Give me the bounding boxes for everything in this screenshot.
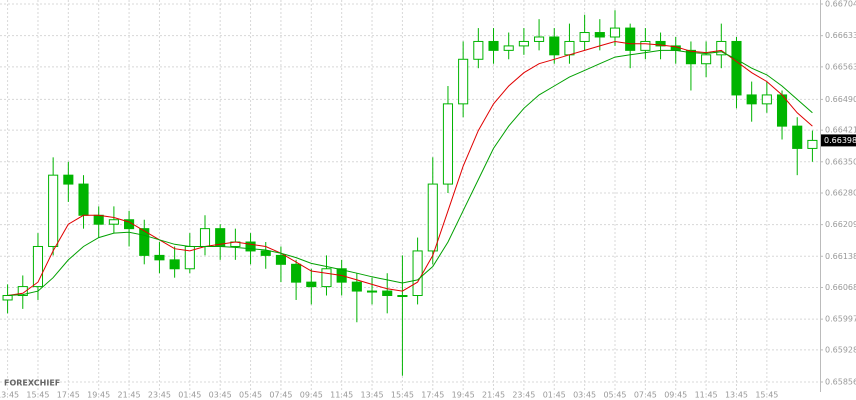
last-price-box: [821, 134, 856, 147]
x-tick-label: 09:45: [300, 391, 323, 400]
candle-body: [199, 228, 211, 247]
x-tick-label: 11:45: [695, 391, 718, 400]
y-tick-label: 0.66350: [825, 157, 856, 166]
x-tick-label: 13:45: [361, 391, 384, 400]
candle-body: [776, 94, 788, 127]
x-tick-label: 11:45: [330, 391, 353, 400]
candle-body: [503, 45, 514, 51]
candle-body: [640, 40, 651, 51]
x-tick-label: 13:45: [725, 391, 748, 400]
x-tick-label: 01:45: [543, 391, 566, 400]
candle-body: [382, 290, 393, 297]
moving-average-line: [7, 40, 813, 296]
moving-average-line: [7, 49, 813, 296]
candle-body: [716, 40, 727, 56]
x-tick-label: 03:45: [573, 391, 596, 400]
candle-body: [366, 290, 378, 293]
y-tick-label: 0.66280: [825, 188, 856, 197]
candle-body: [291, 263, 302, 283]
candle-body: [594, 32, 605, 38]
y-tick-label: 0.66421: [825, 126, 856, 135]
candle-body: [579, 32, 590, 42]
candle-body: [458, 58, 469, 105]
x-tick-label: 15:45: [26, 391, 49, 400]
watermark: FOREXCHIEF: [4, 379, 60, 388]
candle-body: [792, 125, 803, 149]
x-tick-label: 01:45: [178, 391, 201, 400]
candle-body: [154, 254, 165, 261]
y-tick-label: 0.66704: [825, 0, 856, 9]
candle-body: [701, 54, 712, 65]
candle-body: [534, 36, 545, 42]
x-tick-label: 09:45: [664, 391, 687, 400]
candle-body: [139, 228, 150, 256]
candle-body: [245, 241, 256, 252]
candle-body: [473, 40, 484, 60]
candle-body: [63, 174, 74, 185]
x-tick-label: 05:45: [239, 391, 262, 400]
x-tick-label: 23:45: [148, 391, 171, 400]
candle-body: [685, 49, 696, 65]
x-tick-label: 05:45: [603, 391, 626, 400]
candle-body: [93, 214, 104, 225]
grid: [0, 0, 820, 390]
candle-body: [306, 281, 317, 288]
candle-body: [442, 103, 454, 185]
y-tick-label: 0.65997: [825, 315, 856, 324]
candle-body: [731, 40, 742, 96]
y-tick-label: 0.66209: [825, 220, 856, 229]
y-tick-label: 0.66563: [825, 62, 856, 71]
candle-body: [807, 139, 818, 149]
candle-body: [746, 94, 757, 105]
candle-body: [655, 40, 666, 47]
candle-body: [625, 27, 636, 51]
x-tick-label: 13:45: [0, 391, 19, 400]
candle-body: [488, 40, 499, 51]
candle-body: [275, 254, 286, 265]
candle-body: [761, 94, 772, 105]
candle-body: [108, 219, 119, 225]
candle-body: [564, 40, 575, 56]
candle-body: [48, 174, 59, 247]
x-tick-label: 15:45: [755, 391, 778, 400]
y-tick-label: 0.66138: [825, 252, 856, 261]
candle-body: [169, 259, 180, 270]
y-tick-label: 0.66490: [825, 95, 856, 104]
candle-body: [397, 295, 408, 298]
y-tick-label: 0.66633: [825, 31, 856, 40]
x-tick-label: 07:45: [269, 391, 292, 400]
candle-body: [351, 281, 362, 292]
x-tick-label: 19:45: [87, 391, 110, 400]
candle-body: [518, 40, 529, 47]
x-tick-label: 03:45: [209, 391, 232, 400]
candle-body: [17, 286, 28, 297]
candle-body: [2, 295, 13, 301]
x-tick-label: 17:45: [57, 391, 80, 400]
y-tick-label: 0.65928: [825, 345, 856, 354]
candle-body: [609, 27, 621, 38]
y-tick-label: 0.66068: [825, 283, 856, 292]
candle-body: [549, 36, 560, 56]
candle-body: [32, 245, 44, 288]
x-tick-label: 07:45: [634, 391, 657, 400]
x-tick-label: 19:45: [452, 391, 475, 400]
candle-body: [78, 183, 89, 216]
candle-body: [260, 250, 271, 256]
last-price-label: 0.66398: [824, 136, 856, 145]
candle-body: [427, 183, 438, 252]
x-tick-label: 23:45: [512, 391, 535, 400]
x-tick-label: 21:45: [482, 391, 505, 400]
candle-body: [321, 268, 332, 288]
x-tick-label: 15:45: [391, 391, 414, 400]
x-tick-label: 21:45: [118, 391, 141, 400]
y-tick-label: 0.65856: [825, 377, 856, 386]
x-tick-label: 17:45: [421, 391, 444, 400]
candle-body: [412, 250, 423, 297]
